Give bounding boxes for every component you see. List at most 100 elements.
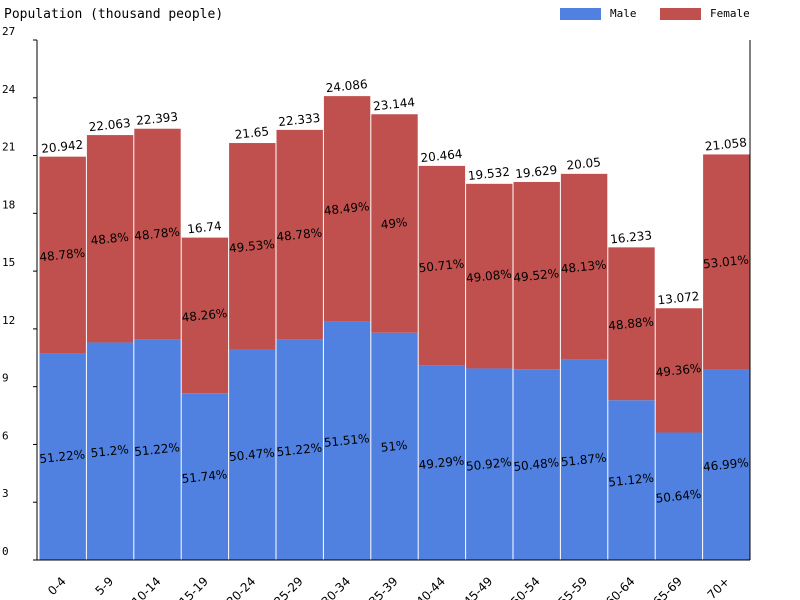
segment-label: 51% — [380, 438, 408, 455]
x-tick-label: 10-14 — [129, 574, 164, 600]
total-label: 22.063 — [88, 116, 131, 134]
segment-label: 48.78% — [276, 225, 323, 244]
x-tick-label: 65-69 — [650, 574, 685, 600]
legend-swatch — [660, 8, 701, 20]
segment-label: 51.22% — [39, 447, 86, 466]
y-tick-label: 0 — [2, 545, 9, 558]
bar-segment — [655, 308, 703, 433]
bar-segment — [703, 154, 750, 370]
segment-label: 48.13% — [560, 257, 607, 276]
segment-label: 51.74% — [181, 467, 228, 486]
bar-segment — [276, 129, 323, 340]
total-label: 22.393 — [135, 110, 178, 128]
segment-label: 50.92% — [465, 455, 512, 474]
segment-label: 48.49% — [323, 199, 370, 218]
total-label: 21.058 — [704, 135, 747, 153]
bar-segment — [466, 368, 513, 560]
bar-segment — [134, 128, 181, 340]
y-tick-label: 18 — [2, 198, 15, 211]
x-tick-label: 25-29 — [271, 574, 306, 600]
total-label: 20.942 — [41, 138, 84, 156]
bar-segment — [371, 332, 418, 560]
segment-label: 48.26% — [181, 306, 228, 325]
y-tick-label: 15 — [2, 256, 15, 269]
x-tick-label: 35-39 — [366, 574, 401, 600]
segment-label: 50.71% — [418, 256, 465, 275]
x-tick-label: 15-19 — [176, 574, 211, 600]
x-tick-label: 40-44 — [413, 574, 448, 600]
x-tick-label: 60-64 — [603, 574, 638, 600]
total-label: 24.086 — [325, 77, 368, 95]
bar-segment — [323, 96, 371, 322]
y-tick-label: 24 — [2, 83, 16, 96]
total-label: 19.532 — [467, 165, 510, 183]
total-label: 20.464 — [420, 147, 463, 165]
segment-label: 51.2% — [90, 442, 129, 460]
bar-segment — [39, 353, 86, 560]
segment-label: 46.99% — [702, 455, 749, 474]
segment-label: 48.8% — [90, 230, 129, 248]
total-label: 20.05 — [566, 155, 602, 173]
x-tick-label: 45-49 — [461, 574, 496, 600]
bar-segment — [134, 339, 181, 560]
total-label: 21.65 — [234, 124, 270, 142]
segment-label: 49.29% — [418, 454, 465, 473]
chart-title: Population (thousand people) — [4, 7, 223, 22]
total-label: 16.74 — [187, 219, 223, 237]
y-tick-label: 12 — [2, 314, 15, 327]
y-tick-label: 3 — [2, 487, 9, 500]
x-tick-label: 50-54 — [508, 574, 543, 600]
bar-segment — [466, 183, 513, 369]
segment-label: 49.08% — [465, 267, 512, 286]
bar-segment — [418, 165, 466, 366]
bar-segment — [86, 135, 134, 343]
legend-swatch — [560, 8, 601, 20]
y-tick-label: 6 — [2, 429, 9, 442]
x-tick-label: 55-59 — [556, 574, 591, 600]
bar-segment — [560, 359, 608, 560]
x-tick-label: 0-4 — [45, 574, 69, 598]
bar-segment — [513, 181, 560, 370]
x-tick-label: 30-34 — [319, 574, 354, 600]
x-tick-label: 70+ — [705, 574, 733, 600]
bar-segment — [371, 114, 418, 333]
segment-label: 49% — [380, 215, 408, 232]
segment-label: 48.78% — [134, 225, 181, 244]
bar-segment — [608, 400, 655, 560]
total-label: 13.072 — [657, 289, 700, 307]
bar-segment — [39, 156, 86, 354]
total-label: 22.333 — [278, 111, 321, 129]
segment-label: 51.22% — [134, 440, 181, 459]
y-tick-label: 9 — [2, 372, 9, 385]
bar-segment — [655, 432, 703, 560]
total-label: 19.629 — [515, 163, 558, 181]
bar-segment — [229, 349, 276, 560]
bar-segment — [323, 321, 371, 560]
x-tick-label: 5-9 — [92, 574, 116, 598]
segment-label: 49.52% — [513, 266, 560, 285]
segment-label: 48.78% — [39, 246, 86, 265]
segment-label: 53.01% — [702, 253, 749, 272]
bar-segment — [229, 143, 276, 350]
bar-segment — [703, 369, 750, 560]
segment-label: 51.12% — [608, 471, 655, 490]
y-tick-label: 21 — [2, 141, 15, 154]
total-label: 16.233 — [609, 228, 652, 246]
segment-label: 51.87% — [560, 451, 607, 470]
bar-segment — [181, 393, 229, 560]
bar-segment — [608, 247, 655, 401]
segment-label: 49.36% — [655, 361, 702, 380]
segment-label: 48.88% — [608, 314, 655, 333]
segment-label: 51.22% — [276, 441, 323, 460]
segment-label: 49.53% — [228, 237, 275, 256]
bar-segment — [276, 339, 323, 560]
x-tick-label: 20-24 — [224, 574, 259, 600]
legend-label: Female — [710, 7, 750, 20]
bar-segment — [181, 237, 229, 394]
y-tick-label: 27 — [2, 25, 15, 38]
total-label: 23.144 — [372, 95, 415, 113]
segment-label: 50.64% — [655, 487, 702, 506]
bar-segment — [560, 173, 608, 360]
segment-label: 50.48% — [513, 455, 560, 474]
